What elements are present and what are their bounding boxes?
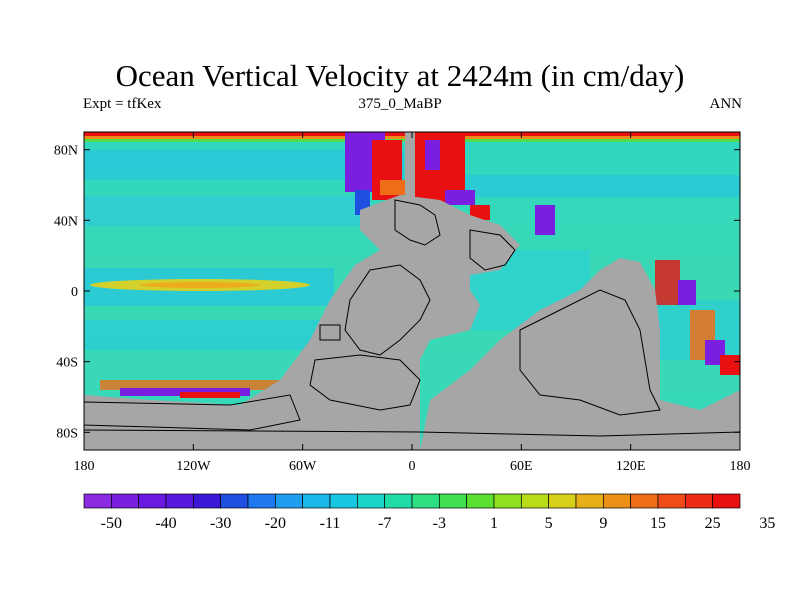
colorbar-label: -40 (155, 515, 176, 532)
colorbar-swatch (466, 493, 495, 509)
lon-tick-label: 60E (510, 459, 533, 474)
colorbar-label: 9 (599, 515, 607, 532)
colorbar-swatch (630, 493, 659, 509)
colorbar-label: -11 (320, 515, 341, 532)
colorbar-swatch (356, 493, 386, 509)
colorbar-label: -30 (210, 515, 231, 532)
coastline (344, 264, 431, 356)
lat-tick-label: 40S (56, 356, 78, 371)
velocity-anomaly (655, 260, 680, 305)
colorbar-swatch (438, 493, 468, 509)
coastline (84, 394, 301, 431)
colorbar-swatch (684, 493, 714, 509)
season-label: ANN (709, 96, 743, 112)
colorbar-swatch (602, 493, 632, 509)
velocity-anomaly (180, 392, 240, 398)
map-field (84, 132, 740, 450)
colorbar-swatch (274, 493, 304, 509)
colorbar-swatch (302, 493, 331, 509)
velocity-anomaly (380, 180, 410, 195)
colorbar-swatch (411, 493, 440, 509)
colorbar-label: -3 (433, 515, 446, 532)
colorbar-label: 35 (759, 515, 775, 532)
lat-tick-label: 0 (71, 285, 78, 300)
colorbar-swatch (138, 493, 167, 509)
lon-tick-label: 120W (176, 459, 211, 474)
coastlines (84, 199, 740, 437)
coastline (394, 199, 441, 246)
colorbar-swatch (110, 493, 140, 509)
coastline (84, 429, 740, 437)
velocity-anomaly (720, 355, 740, 375)
lon-tick-label: 180 (74, 459, 95, 474)
velocity-anomaly (445, 190, 475, 205)
time-label: 375_0_MaBP (358, 96, 442, 112)
coastline (319, 324, 341, 341)
colorbar-swatch (247, 493, 276, 509)
colorbar-label: 5 (545, 515, 553, 532)
ocean-band (84, 196, 364, 226)
land-strait (405, 132, 415, 200)
colorbar-swatch (657, 493, 686, 509)
lon-tick-label: 60W (289, 459, 317, 474)
land-mask (84, 132, 740, 450)
lat-tick-label: 80S (56, 426, 78, 441)
colorbar-swatch (83, 493, 112, 509)
plot-title: Ocean Vertical Velocity at 2424m (in cm/… (115, 58, 685, 93)
lat-tick-label: 40N (54, 214, 78, 229)
colorbar-swatch (712, 493, 741, 509)
velocity-anomaly (470, 205, 490, 220)
colorbar-label: -50 (101, 515, 122, 532)
velocity-anomaly (535, 205, 555, 235)
lon-tick-label: 0 (409, 459, 416, 474)
colorbar-swatch (384, 493, 413, 509)
colorbar: -50-40-30-20-11-7-315915253545 (83, 493, 775, 532)
colorbar-label: 25 (705, 515, 721, 532)
ocean-band (84, 320, 324, 350)
axis-ticks: 180 120W 60W 0 60E 120E 180 80N 40N 0 40S 80S (54, 132, 751, 474)
colorbar-label: 1 (490, 515, 498, 532)
experiment-label: Expt = tfKex (83, 96, 162, 112)
colorbar-label: 15 (650, 515, 666, 532)
colorbar-swatch (548, 493, 577, 509)
equatorial-upwelling (140, 282, 260, 288)
colorbar-swatch (192, 493, 222, 509)
coastline (309, 354, 421, 411)
colorbar-swatch (520, 493, 550, 509)
velocity-anomaly (425, 140, 440, 170)
ocean-band (430, 175, 740, 197)
colorbar-swatch (493, 493, 522, 509)
land-main-continent (84, 195, 520, 450)
lat-tick-label: 80N (54, 144, 78, 159)
colorbar-swatch (220, 493, 249, 509)
velocity-anomaly (100, 380, 280, 390)
colorbar-label: -20 (265, 515, 286, 532)
lon-tick-label: 180 (730, 459, 751, 474)
coastline (519, 289, 661, 416)
colorbar-swatch (329, 493, 358, 509)
colorbar-swatch (165, 493, 194, 509)
lon-tick-label: 120E (616, 459, 646, 474)
colorbar-label: -7 (378, 515, 391, 532)
colorbar-swatch (575, 493, 604, 509)
land-eastern-continent (420, 258, 740, 450)
velocity-anomaly (678, 280, 696, 305)
coastline (469, 229, 516, 271)
